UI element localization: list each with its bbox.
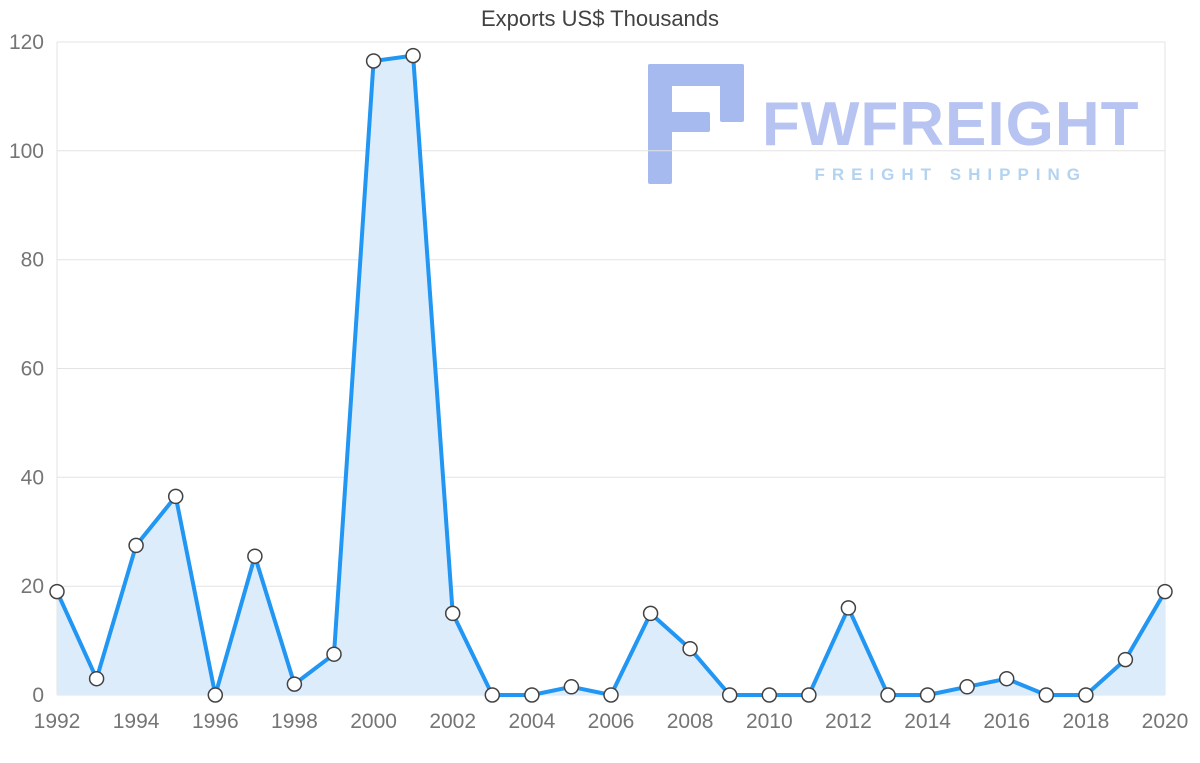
logo-bar-middle [648, 112, 710, 132]
x-tick-label: 2006 [588, 710, 635, 733]
watermark-tagline-text: FREIGHT SHIPPING [814, 165, 1088, 184]
y-tick-label: 80 [21, 249, 44, 272]
data-point-marker[interactable] [247, 548, 263, 564]
x-tick-label: 1992 [34, 710, 81, 733]
data-point-marker[interactable] [286, 676, 303, 692]
watermark-text-block: FWFREIGHT FREIGHT SHIPPING [762, 94, 1140, 185]
watermark-brand-text: FWFREIGHT [762, 90, 1140, 159]
logo-bar-right [720, 64, 744, 122]
data-point-marker[interactable] [88, 670, 105, 687]
data-point-marker[interactable] [840, 600, 857, 616]
fwfreight-logo-icon [648, 64, 744, 184]
data-point-marker[interactable] [167, 488, 184, 505]
data-point-marker[interactable] [1078, 687, 1094, 703]
x-tick-label: 2010 [746, 710, 793, 733]
chart-title: Exports US$ Thousands [480, 6, 720, 31]
series-area-fill [57, 55, 1165, 696]
x-tick-label: 2014 [904, 710, 951, 733]
data-point-marker[interactable] [682, 640, 698, 657]
x-tick-label: 2004 [509, 710, 556, 733]
y-tick-label: 60 [21, 358, 44, 381]
x-tick-label: 2018 [1063, 710, 1110, 733]
data-point-marker[interactable] [642, 605, 659, 622]
y-tick-label: 40 [21, 466, 44, 489]
series-markers [49, 47, 1173, 703]
y-tick-label: 0 [32, 684, 44, 707]
data-point-marker[interactable] [524, 687, 540, 703]
data-point-marker[interactable] [49, 583, 65, 600]
data-point-marker[interactable] [919, 687, 936, 703]
data-point-marker[interactable] [207, 687, 224, 703]
x-tick-label: 2000 [350, 710, 397, 733]
x-tick-label: 1998 [271, 710, 318, 733]
x-tick-label: 1994 [113, 710, 160, 733]
data-point-marker[interactable] [1157, 583, 1173, 600]
x-tick-label: 2012 [825, 710, 872, 733]
data-point-marker[interactable] [998, 670, 1015, 687]
data-point-marker[interactable] [801, 687, 817, 703]
x-tick-label: 2002 [429, 710, 476, 733]
y-tick-label: 20 [21, 575, 44, 598]
data-point-marker[interactable] [563, 679, 580, 695]
y-tick-label: 100 [9, 140, 44, 163]
y-tick-label: 120 [9, 31, 44, 54]
data-point-marker[interactable] [603, 687, 619, 703]
data-point-marker[interactable] [326, 646, 342, 662]
data-point-marker[interactable] [365, 53, 382, 69]
data-point-marker[interactable] [1038, 687, 1055, 703]
fwfreight-watermark: FWFREIGHT FREIGHT SHIPPING [648, 64, 1140, 185]
x-tick-label: 1996 [192, 710, 239, 733]
data-point-marker[interactable] [721, 687, 738, 703]
data-point-marker[interactable] [405, 47, 421, 64]
series-line [55, 53, 1167, 697]
x-axis-labels: 1992 1994 1996 1998 2000 2002 2004 2006 2008 2010… [34, 710, 1189, 733]
x-tick-label: 2020 [1142, 710, 1189, 733]
x-tick-label: 2008 [667, 710, 714, 733]
data-point-marker[interactable] [128, 537, 144, 554]
x-tick-label: 2016 [983, 710, 1030, 733]
data-point-marker[interactable] [444, 605, 461, 622]
y-axis-labels: 0 20 40 60 80 100 120 [9, 31, 44, 707]
data-point-marker[interactable] [484, 687, 501, 703]
data-point-marker[interactable] [880, 687, 896, 703]
grid-lines [56, 41, 1166, 696]
data-point-marker[interactable] [959, 679, 975, 695]
data-point-marker[interactable] [761, 687, 778, 703]
data-point-marker[interactable] [1117, 651, 1134, 668]
